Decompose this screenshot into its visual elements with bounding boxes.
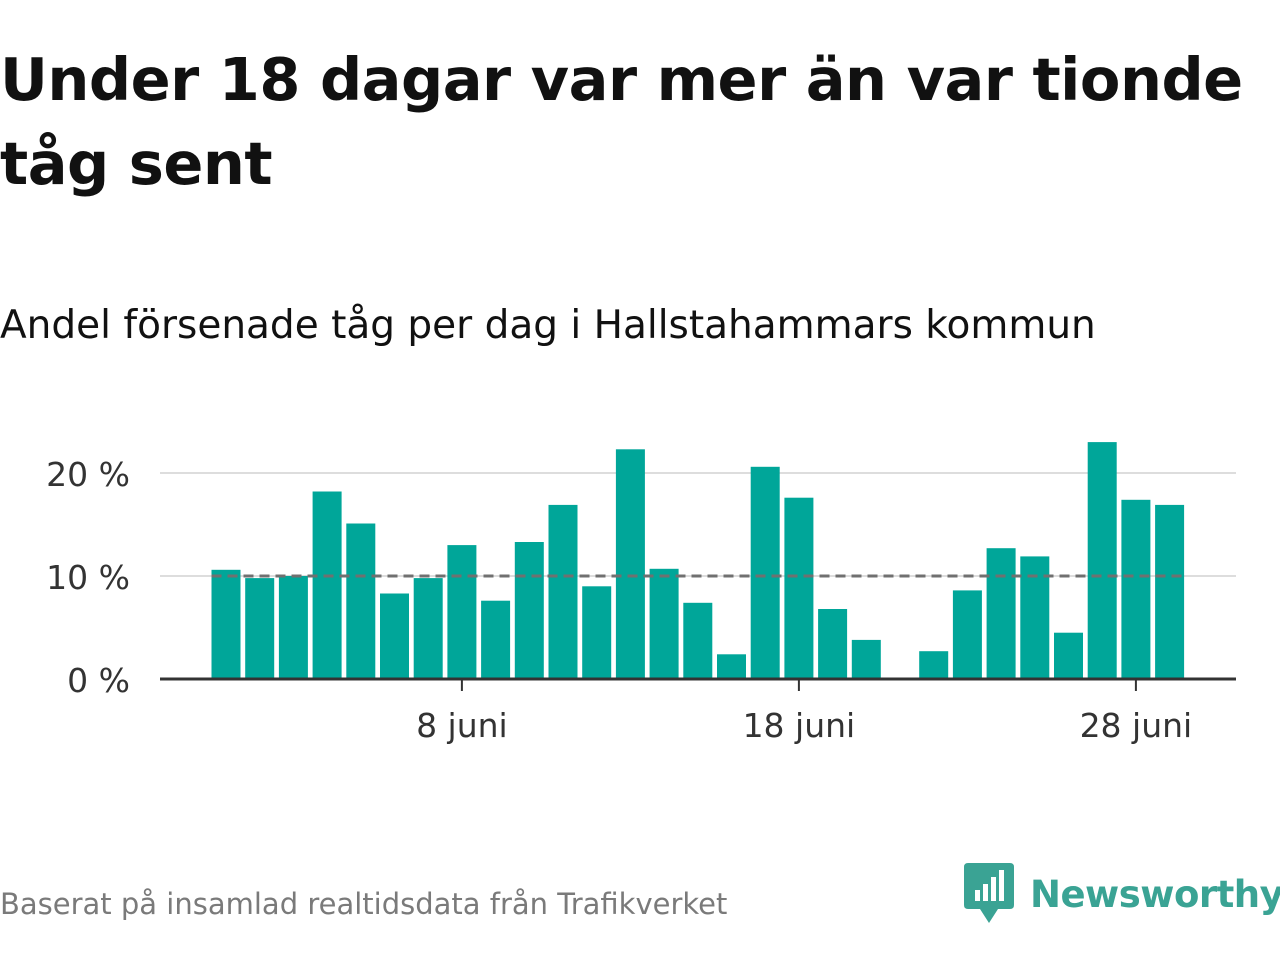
bar	[683, 602, 713, 679]
bar	[750, 466, 780, 679]
bar	[986, 548, 1016, 679]
bars	[211, 442, 1185, 680]
newsworthy-logo: Newsworthy	[964, 862, 1280, 926]
bar	[548, 504, 578, 679]
y-tick-label: 0 %	[67, 661, 130, 700]
bar	[413, 578, 443, 679]
chart-title: Under 18 dagar var mer än var tionde tåg…	[0, 45, 1243, 198]
bar	[380, 593, 409, 679]
tick-labels: 0 % 10 % 20 % 8 juni 18 juni 28 juni	[46, 455, 1192, 745]
bar	[717, 654, 746, 679]
x-tick-label: 8 juni	[416, 706, 508, 745]
bar	[1155, 504, 1185, 679]
newsworthy-logo-icon	[964, 863, 1014, 923]
source-note: Baserat på insamlad realtidsdata från Tr…	[0, 887, 728, 921]
y-tick-label: 20 %	[46, 455, 130, 494]
bar	[649, 568, 679, 679]
bar-chart: 0 % 10 % 20 % 8 juni 18 juni 28 juni	[46, 442, 1236, 745]
bar	[312, 491, 342, 679]
bar	[481, 600, 511, 679]
bar	[514, 542, 544, 679]
x-tick-label: 28 juni	[1080, 706, 1193, 745]
bar	[1087, 442, 1117, 679]
bar	[615, 449, 645, 679]
bar	[447, 545, 477, 679]
bar	[784, 497, 814, 679]
brand-name: Newsworthy	[1030, 872, 1280, 916]
bar	[346, 523, 376, 679]
axes	[160, 677, 1236, 691]
bar	[952, 590, 982, 679]
chart-subtitle: Andel försenade tåg per dag i Hallstaham…	[0, 303, 1096, 348]
bar	[1121, 499, 1151, 679]
bar	[582, 586, 612, 679]
bar	[211, 569, 241, 679]
bar	[278, 576, 308, 679]
bar	[245, 578, 275, 679]
x-tick-label: 18 juni	[743, 706, 856, 745]
bar	[818, 609, 848, 679]
bar	[851, 639, 881, 679]
bar	[1054, 632, 1083, 680]
y-tick-label: 10 %	[46, 558, 130, 597]
bar	[919, 651, 949, 679]
